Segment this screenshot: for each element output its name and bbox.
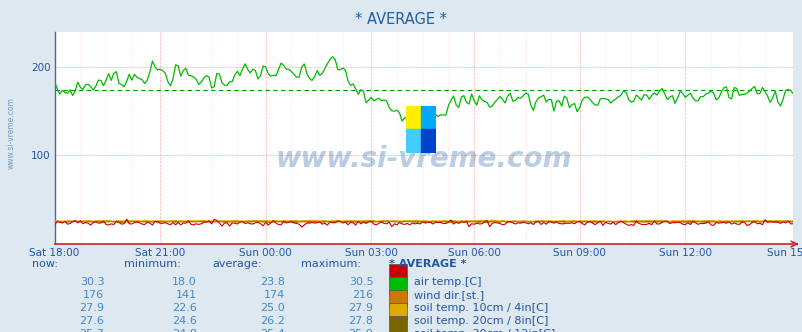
Text: 27.9: 27.9 <box>348 303 373 313</box>
Bar <box>389 277 407 293</box>
Text: www.si-vreme.com: www.si-vreme.com <box>6 97 15 169</box>
Text: * AVERAGE *: * AVERAGE * <box>355 12 447 27</box>
Bar <box>420 129 435 153</box>
Bar <box>389 290 407 306</box>
Text: 25.4: 25.4 <box>260 329 285 332</box>
Text: 26.2: 26.2 <box>260 316 285 326</box>
Text: 23.8: 23.8 <box>260 277 285 287</box>
Bar <box>389 316 407 332</box>
Text: 30.3: 30.3 <box>79 277 104 287</box>
Text: 174: 174 <box>264 290 285 300</box>
Text: soil temp. 20cm / 8in[C]: soil temp. 20cm / 8in[C] <box>413 316 547 326</box>
Text: now:: now: <box>32 259 58 269</box>
Text: minimum:: minimum: <box>124 259 181 269</box>
Text: average:: average: <box>213 259 262 269</box>
Text: 176: 176 <box>83 290 104 300</box>
Text: 30.5: 30.5 <box>348 277 373 287</box>
Text: 27.9: 27.9 <box>79 303 104 313</box>
Bar <box>389 264 407 280</box>
Text: maximum:: maximum: <box>301 259 361 269</box>
Text: 216: 216 <box>352 290 373 300</box>
Bar <box>389 303 407 319</box>
Text: soil temp. 10cm / 4in[C]: soil temp. 10cm / 4in[C] <box>413 303 547 313</box>
Text: 27.8: 27.8 <box>348 316 373 326</box>
Text: 141: 141 <box>176 290 196 300</box>
Text: 22.6: 22.6 <box>172 303 196 313</box>
Text: 24.8: 24.8 <box>172 329 196 332</box>
Text: 24.6: 24.6 <box>172 316 196 326</box>
Text: www.si-vreme.com: www.si-vreme.com <box>275 145 572 173</box>
Text: air temp.[C]: air temp.[C] <box>413 277 480 287</box>
Text: 25.0: 25.0 <box>260 303 285 313</box>
Text: 25.9: 25.9 <box>348 329 373 332</box>
Text: * AVERAGE *: * AVERAGE * <box>389 259 467 269</box>
Text: soil temp. 30cm / 12in[C]: soil temp. 30cm / 12in[C] <box>413 329 554 332</box>
Bar <box>405 106 420 129</box>
Bar <box>420 106 435 129</box>
Bar <box>405 129 420 153</box>
Text: 25.7: 25.7 <box>79 329 104 332</box>
Text: wind dir.[st.]: wind dir.[st.] <box>413 290 483 300</box>
Text: 18.0: 18.0 <box>172 277 196 287</box>
Text: 27.6: 27.6 <box>79 316 104 326</box>
